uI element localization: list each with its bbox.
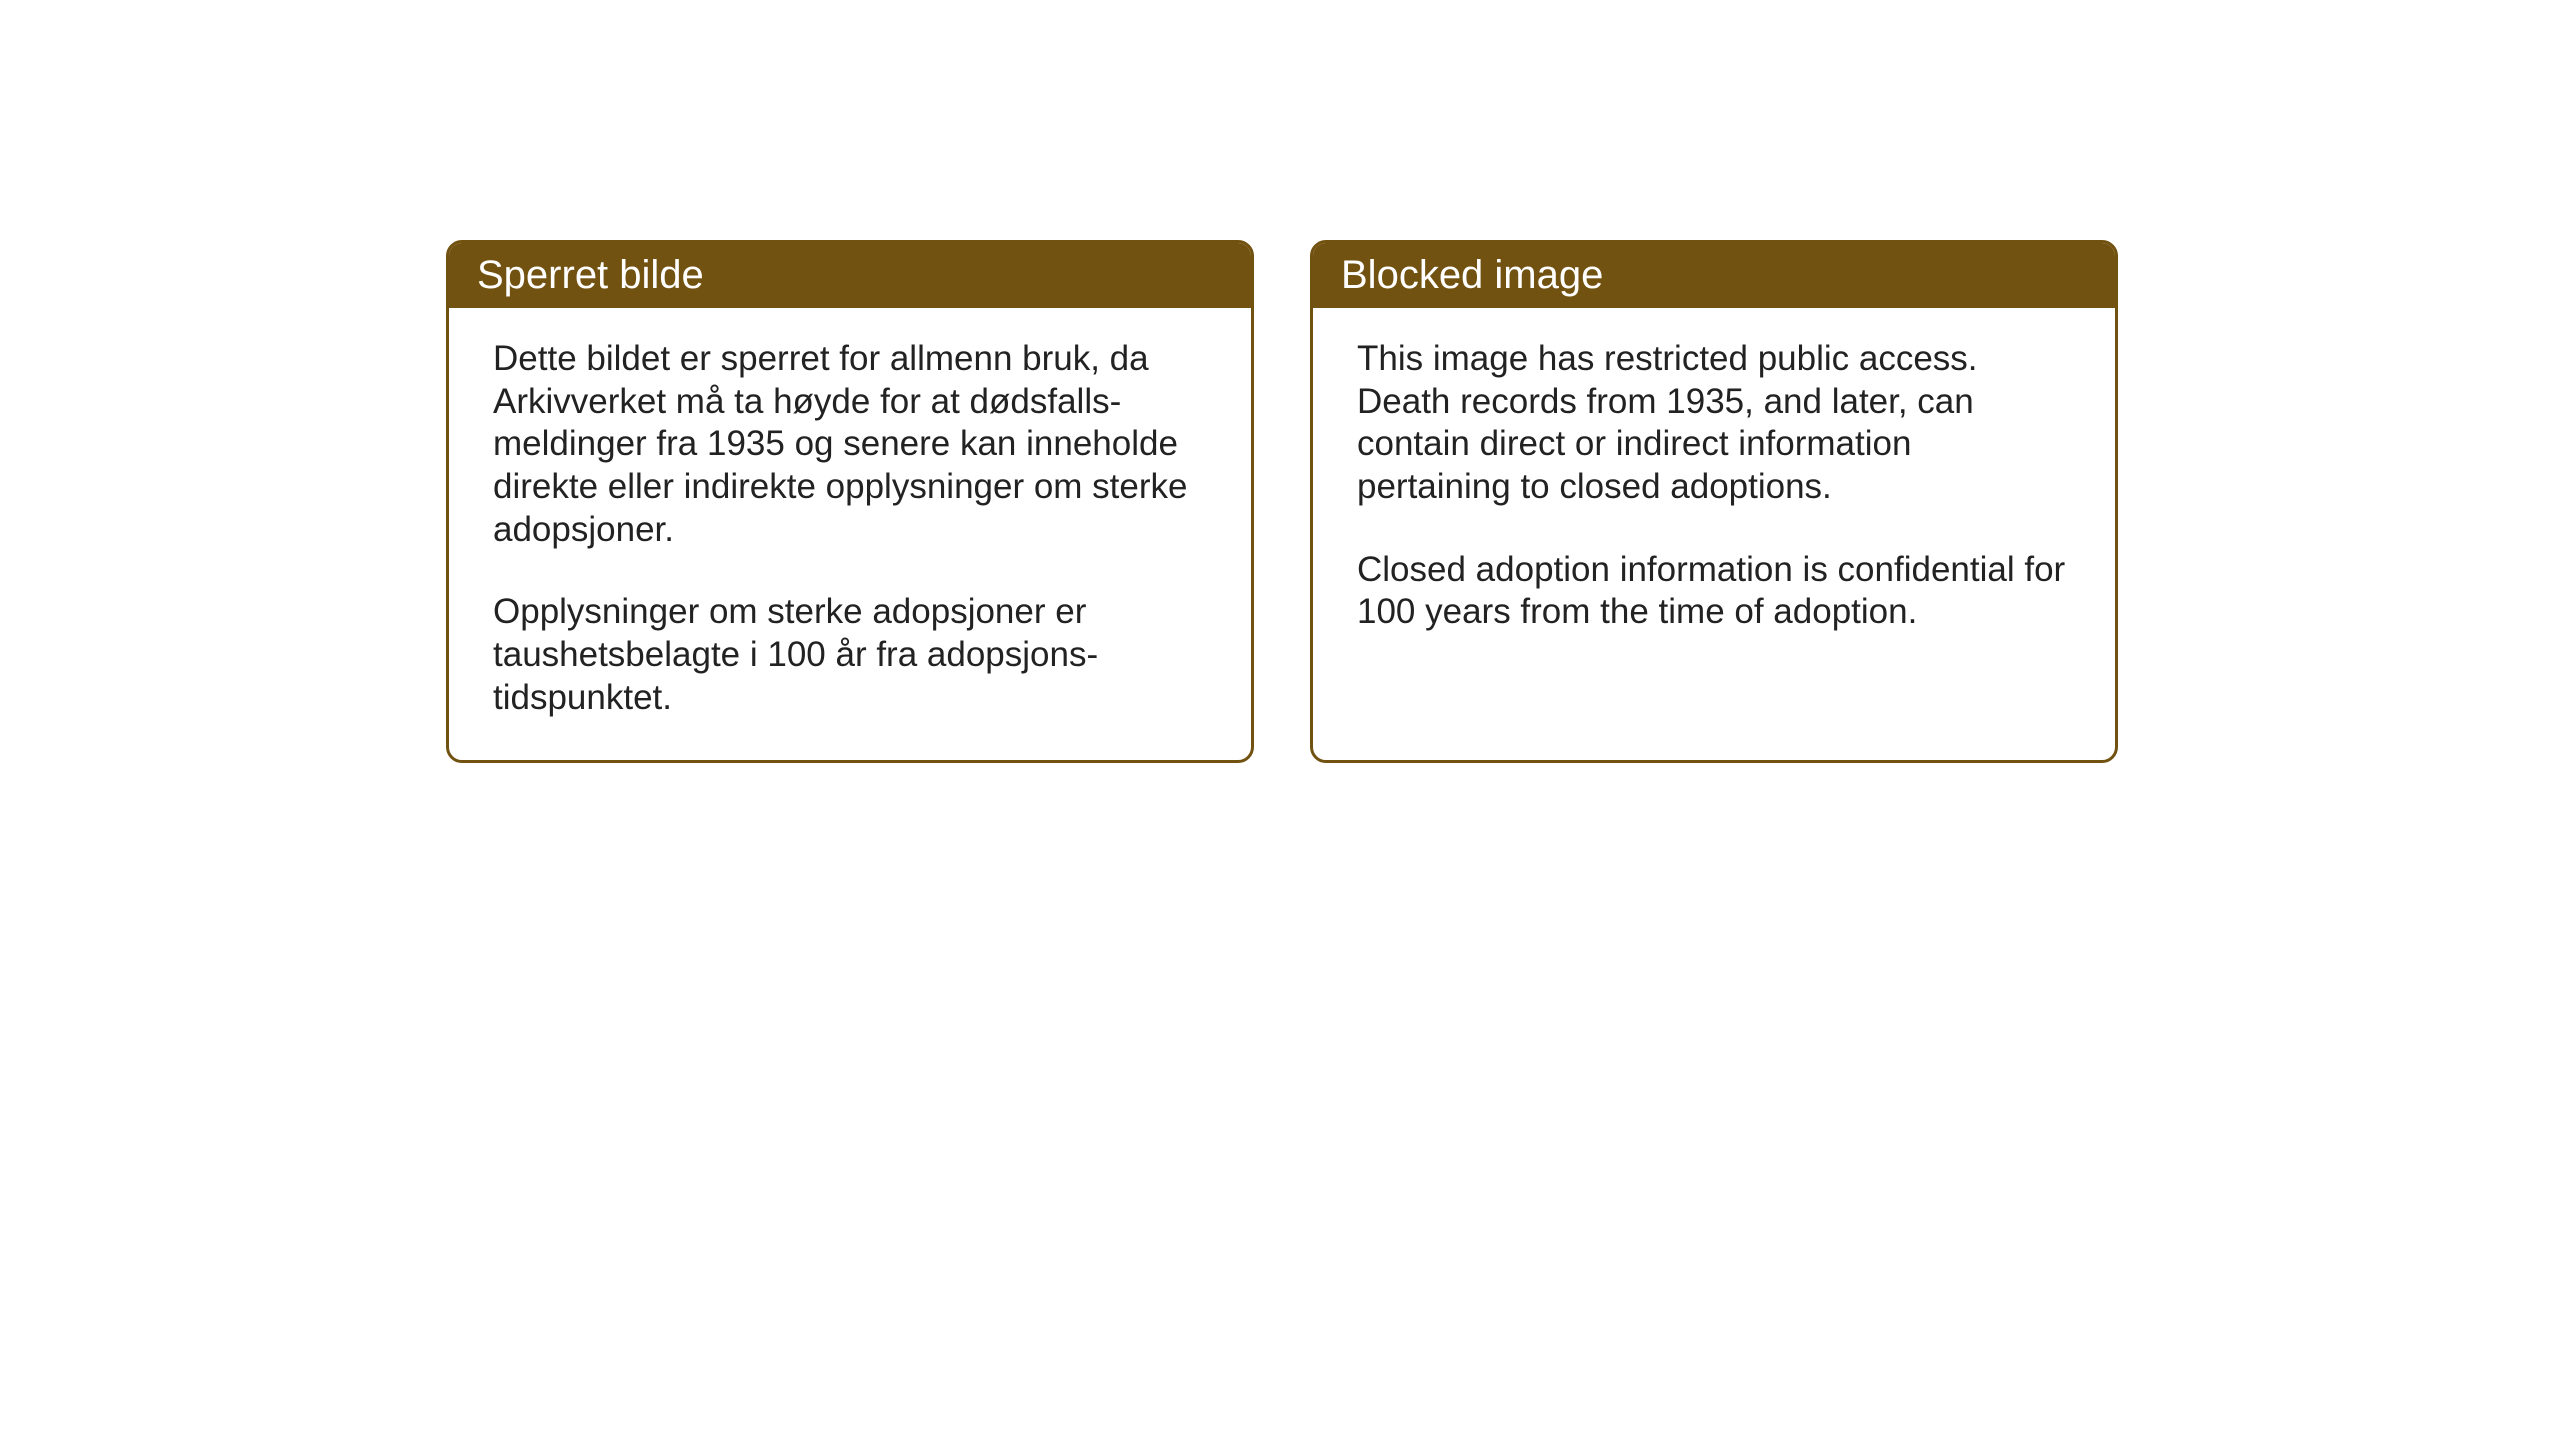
card-header: Sperret bilde (449, 243, 1251, 308)
notice-cards-container: Sperret bilde Dette bildet er sperret fo… (446, 240, 2118, 763)
notice-paragraph-1: This image has restricted public access.… (1357, 338, 2071, 509)
notice-card-norwegian: Sperret bilde Dette bildet er sperret fo… (446, 240, 1254, 763)
card-title: Blocked image (1341, 253, 1603, 297)
notice-paragraph-2: Opplysninger om sterke adopsjoner er tau… (493, 591, 1207, 719)
card-header: Blocked image (1313, 243, 2115, 308)
notice-paragraph-2: Closed adoption information is confident… (1357, 549, 2071, 634)
notice-paragraph-1: Dette bildet er sperret for allmenn bruk… (493, 338, 1207, 551)
card-title: Sperret bilde (477, 253, 704, 297)
card-body: Dette bildet er sperret for allmenn bruk… (449, 308, 1251, 760)
card-body: This image has restricted public access.… (1313, 308, 2115, 748)
notice-card-english: Blocked image This image has restricted … (1310, 240, 2118, 763)
